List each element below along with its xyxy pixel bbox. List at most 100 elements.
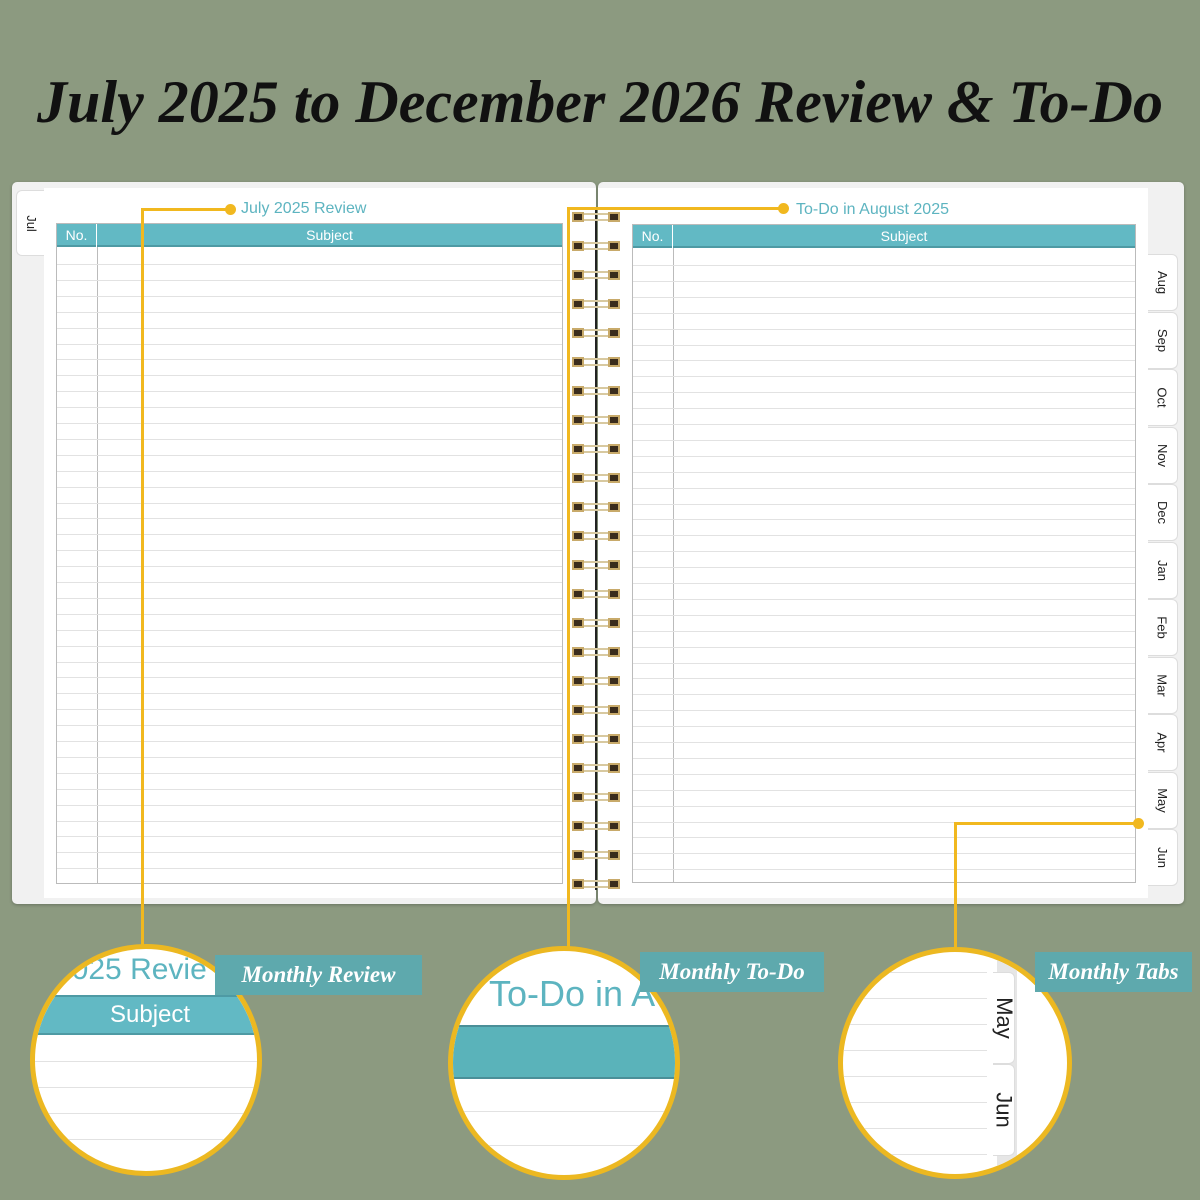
table-row-line	[633, 598, 1135, 600]
spiral-ring	[572, 212, 620, 222]
table-row-line	[633, 392, 1135, 394]
table-row-line	[57, 804, 562, 806]
tab-jul[interactable]: Jul	[16, 190, 46, 256]
spiral-ring	[572, 821, 620, 831]
label-monthly-tabs: Monthly Tabs	[1035, 952, 1192, 992]
table-row-line	[57, 264, 562, 265]
left-page-title: July 2025 Review	[241, 200, 367, 217]
spiral-spine	[595, 210, 597, 890]
spiral-ring	[572, 241, 620, 251]
table-row-line	[57, 486, 562, 488]
spiral-ring	[572, 792, 620, 802]
table-row-line	[633, 583, 1135, 584]
table-row-line	[57, 756, 562, 758]
table-row-line	[633, 757, 1135, 759]
table-row-line	[633, 471, 1135, 473]
spiral-ring	[572, 763, 620, 773]
tab-mar[interactable]: Mar	[1148, 656, 1178, 714]
tab-jun[interactable]: Jun	[1148, 829, 1178, 886]
tab-sep[interactable]: Sep	[1148, 311, 1178, 369]
tab-apr[interactable]: Apr	[1148, 714, 1178, 771]
zoom-circle-todo: To-Do in A	[448, 946, 680, 1180]
spiral-ring	[572, 531, 620, 541]
table-row-line	[633, 439, 1135, 441]
tab-may[interactable]: May	[992, 972, 1017, 1064]
spiral-ring	[572, 647, 620, 657]
table-row-line	[57, 597, 562, 599]
table-row-line	[633, 853, 1135, 855]
table-row-line	[57, 629, 562, 631]
table-row-line	[57, 852, 562, 854]
table-row-line	[57, 327, 562, 329]
table-row-line	[633, 519, 1135, 521]
tab-dec[interactable]: Dec	[1148, 484, 1178, 541]
table-row-line	[633, 630, 1135, 632]
table-row-line	[633, 376, 1135, 378]
tab-may[interactable]: May	[1148, 771, 1178, 829]
callout-dot	[778, 203, 789, 214]
tab-jan[interactable]: Jan	[1148, 541, 1178, 599]
right-page-title: To-Do in August 2025	[796, 201, 949, 218]
table-row-line	[633, 614, 1135, 616]
callout-dot	[1133, 818, 1144, 829]
table-row-line	[633, 773, 1135, 775]
table-row-line	[57, 645, 562, 647]
spiral-ring	[572, 415, 620, 425]
table-row-line	[633, 869, 1135, 871]
table-row-line	[57, 375, 562, 377]
spiral-ring	[572, 299, 620, 309]
page-title: July 2025 to December 2026 Review & To-D…	[37, 69, 1163, 135]
table-row-line	[633, 662, 1135, 664]
table-row-line	[633, 726, 1135, 728]
table-row-line	[633, 535, 1135, 537]
callout-dot	[225, 204, 236, 215]
spiral-ring	[572, 618, 620, 628]
tab-aug[interactable]: Aug	[1148, 254, 1178, 311]
left-page: Jul July 2025 Review No. Subject	[12, 182, 596, 904]
table-row-line	[57, 279, 562, 281]
spiral-ring	[572, 676, 620, 686]
spiral-ring	[572, 879, 620, 889]
table-row-line	[57, 788, 562, 790]
table-row-line	[57, 566, 562, 568]
table-row-line	[57, 693, 562, 695]
spiral-ring	[572, 444, 620, 454]
label-monthly-review: Monthly Review	[215, 955, 422, 995]
right-page: To-Do in August 2025 No. Subject Aug Sep Oc…	[598, 182, 1184, 904]
table-row-line	[57, 407, 562, 409]
table-row-line	[633, 694, 1135, 696]
table-row-line	[57, 836, 562, 838]
table-row-line	[633, 742, 1135, 743]
tab-oct[interactable]: Oct	[1148, 369, 1178, 426]
spiral-ring	[572, 270, 620, 280]
spiral-ring	[572, 560, 620, 570]
table-row-line	[633, 312, 1135, 314]
table-row-line	[57, 391, 562, 393]
table-row-line	[633, 487, 1135, 489]
table-row-line	[633, 265, 1135, 266]
table-row-line	[57, 725, 562, 727]
col-subject: Subject	[306, 227, 353, 243]
table-row-line	[57, 868, 562, 870]
table-row-line	[633, 503, 1135, 505]
table-row-line	[57, 343, 562, 345]
table-row-line	[633, 678, 1135, 680]
tab-feb[interactable]: Feb	[1148, 599, 1178, 656]
table-row-line	[633, 837, 1135, 839]
table-row-line	[57, 423, 562, 424]
table-row-line	[57, 295, 562, 297]
table-row-line	[633, 805, 1135, 807]
tab-nov[interactable]: Nov	[1148, 426, 1178, 484]
table-row-line	[633, 789, 1135, 791]
table-row-line	[633, 328, 1135, 330]
table-row-line	[57, 613, 562, 615]
col-subject: Subject	[880, 228, 928, 244]
table-row-line	[57, 550, 562, 552]
col-no: No.	[633, 225, 673, 248]
table-row-line	[57, 470, 562, 472]
table-row-line	[57, 534, 562, 536]
table-row-line	[57, 661, 562, 663]
spiral-ring	[572, 705, 620, 715]
table-row-line	[57, 311, 562, 313]
tab-jun[interactable]: Jun	[992, 1064, 1017, 1156]
